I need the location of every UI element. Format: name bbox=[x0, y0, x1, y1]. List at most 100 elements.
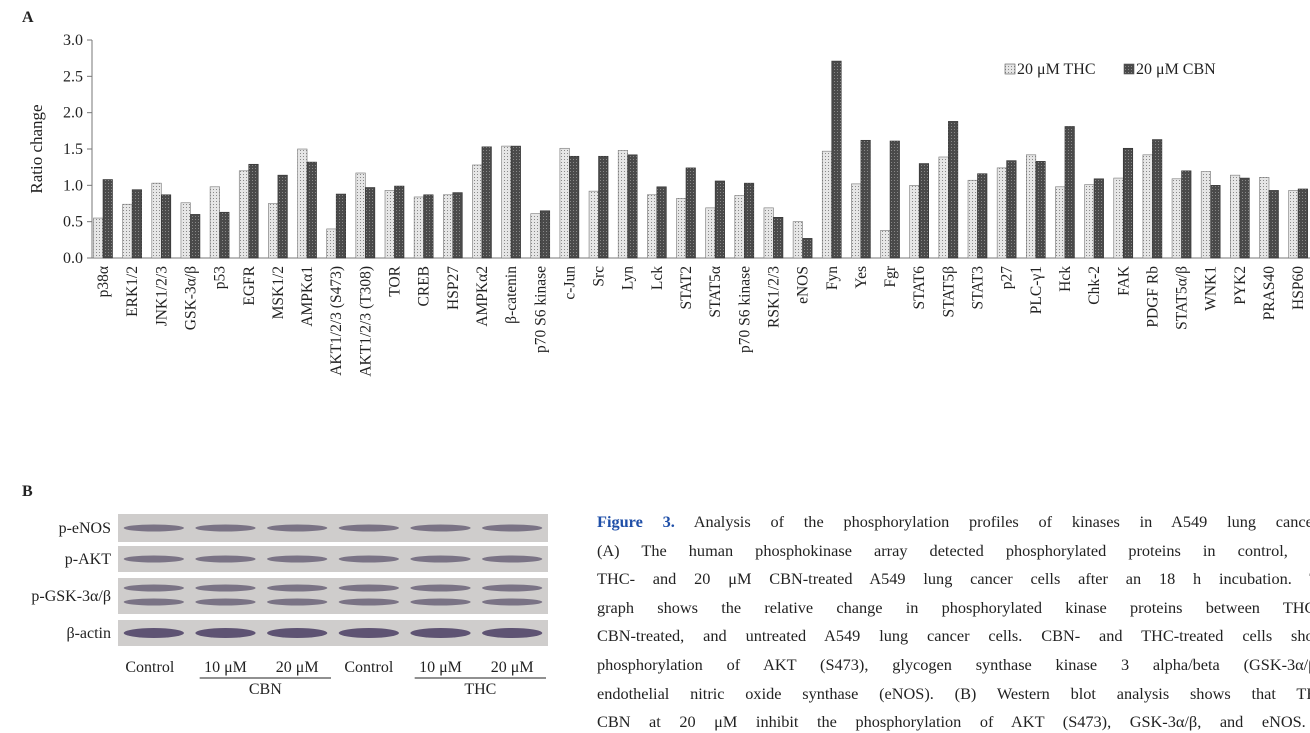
bar bbox=[336, 194, 346, 258]
bar bbox=[278, 175, 288, 258]
bar bbox=[1211, 185, 1221, 258]
bar bbox=[881, 230, 891, 258]
blot-lane-label: 20 μM bbox=[491, 659, 534, 676]
x-tick-label: STAT5β bbox=[940, 266, 957, 318]
bar bbox=[123, 204, 132, 258]
bar bbox=[978, 174, 988, 258]
blot-strip bbox=[118, 578, 548, 614]
y-tick-label: 3.0 bbox=[63, 32, 83, 49]
bar bbox=[851, 184, 861, 258]
bar bbox=[190, 214, 200, 258]
blot-band bbox=[195, 556, 255, 563]
x-tick-label: Chk-2 bbox=[1086, 266, 1103, 305]
blot-lane-label: 20 μM bbox=[276, 659, 319, 676]
bar bbox=[1114, 178, 1124, 258]
blot-band bbox=[410, 599, 470, 606]
x-tick-label: RSK1/2/3 bbox=[765, 266, 782, 328]
bar bbox=[385, 190, 395, 258]
bar bbox=[773, 217, 783, 258]
x-tick-label: WNK1 bbox=[1203, 266, 1220, 311]
bar bbox=[181, 203, 191, 258]
blot-band bbox=[124, 599, 184, 606]
bar bbox=[968, 180, 978, 258]
bar bbox=[628, 155, 638, 258]
blot-lane-label: 10 μM bbox=[419, 659, 462, 676]
bar bbox=[686, 168, 696, 258]
bar bbox=[1123, 148, 1133, 258]
bar bbox=[1201, 172, 1211, 258]
x-tick-label: β-catenin bbox=[503, 266, 520, 324]
bar bbox=[997, 168, 1007, 258]
blot-band bbox=[410, 556, 470, 563]
caption-line: CBN-treated, and untreated A549 lung can… bbox=[597, 622, 1310, 651]
bar bbox=[589, 191, 599, 258]
bar bbox=[502, 146, 512, 258]
bar bbox=[1085, 185, 1095, 258]
bar bbox=[744, 183, 754, 258]
page: A B Ratio change 0.00.51.01.52.02.53.0p3… bbox=[0, 0, 1310, 733]
x-tick-label: MSK1/2 bbox=[270, 266, 287, 319]
bar bbox=[152, 183, 162, 258]
bar bbox=[715, 181, 725, 258]
bar bbox=[472, 165, 482, 258]
blot-band bbox=[267, 525, 327, 532]
x-tick-label: STAT5α bbox=[707, 266, 724, 318]
caption-line: phosphorylation of AKT (S473), glycogen … bbox=[597, 651, 1310, 680]
bar bbox=[1065, 126, 1075, 258]
caption-line: endothelial nitric oxide synthase (eNOS)… bbox=[597, 680, 1310, 709]
y-tick-label: 1.5 bbox=[63, 141, 83, 158]
caption-text: Analysis of the phosphorylation profiles… bbox=[694, 512, 1310, 531]
bar bbox=[161, 195, 171, 258]
x-tick-label: p70 S6 kinase bbox=[736, 266, 753, 353]
blot-group-label: CBN bbox=[249, 681, 282, 698]
y-tick-label: 2.0 bbox=[63, 105, 83, 122]
bar bbox=[647, 195, 657, 258]
bar bbox=[395, 186, 405, 258]
blot-band bbox=[267, 628, 327, 638]
caption-line: THC- and 20 μM CBN-treated A549 lung can… bbox=[597, 565, 1310, 594]
bar bbox=[1260, 177, 1270, 258]
bar bbox=[1289, 190, 1299, 258]
panel-label: B bbox=[22, 483, 33, 500]
bar bbox=[764, 208, 774, 258]
blot-lane-label: 10 μM bbox=[204, 659, 247, 676]
x-tick-label: PDGF Rb bbox=[1144, 266, 1161, 328]
bar bbox=[424, 195, 434, 258]
blot-band bbox=[267, 585, 327, 592]
blot-row-label: p-AKT bbox=[65, 551, 111, 568]
blot-band bbox=[195, 525, 255, 532]
x-tick-label: GSK-3α/β bbox=[182, 266, 199, 330]
x-tick-label: TOR bbox=[387, 265, 404, 296]
bar bbox=[1298, 189, 1308, 258]
bar bbox=[307, 162, 317, 258]
caption-line: graph shows the relative change in phosp… bbox=[597, 594, 1310, 623]
bar bbox=[890, 141, 900, 258]
bar bbox=[511, 146, 520, 258]
bar bbox=[1269, 190, 1279, 258]
bar bbox=[1007, 161, 1017, 258]
legend-label: 20 μM THC bbox=[1017, 61, 1096, 78]
caption-line: Figure 3. Analysis of the phosphorylatio… bbox=[597, 508, 1310, 537]
blot-row-label: p-GSK-3α/β bbox=[31, 588, 111, 605]
blot-band bbox=[339, 585, 399, 592]
x-tick-label: p27 bbox=[999, 266, 1016, 290]
blot-band bbox=[482, 628, 542, 638]
bar bbox=[793, 222, 803, 258]
bar bbox=[268, 204, 278, 259]
bar bbox=[1143, 155, 1153, 258]
bar bbox=[298, 149, 308, 258]
x-tick-label: FAK bbox=[1115, 265, 1132, 296]
legend-swatch bbox=[1124, 64, 1134, 74]
blot-band bbox=[124, 525, 184, 532]
x-tick-label: STAT6 bbox=[911, 266, 928, 310]
bar bbox=[939, 157, 949, 258]
bar bbox=[706, 208, 716, 258]
blot-band bbox=[339, 556, 399, 563]
blot-band bbox=[195, 599, 255, 606]
legend-label: 20 μM CBN bbox=[1136, 61, 1216, 78]
bar bbox=[1182, 171, 1192, 258]
x-tick-label: STAT3 bbox=[970, 266, 987, 310]
blot-band bbox=[339, 599, 399, 606]
x-tick-label: PLC-γ1 bbox=[1028, 266, 1045, 314]
bar bbox=[482, 147, 492, 258]
